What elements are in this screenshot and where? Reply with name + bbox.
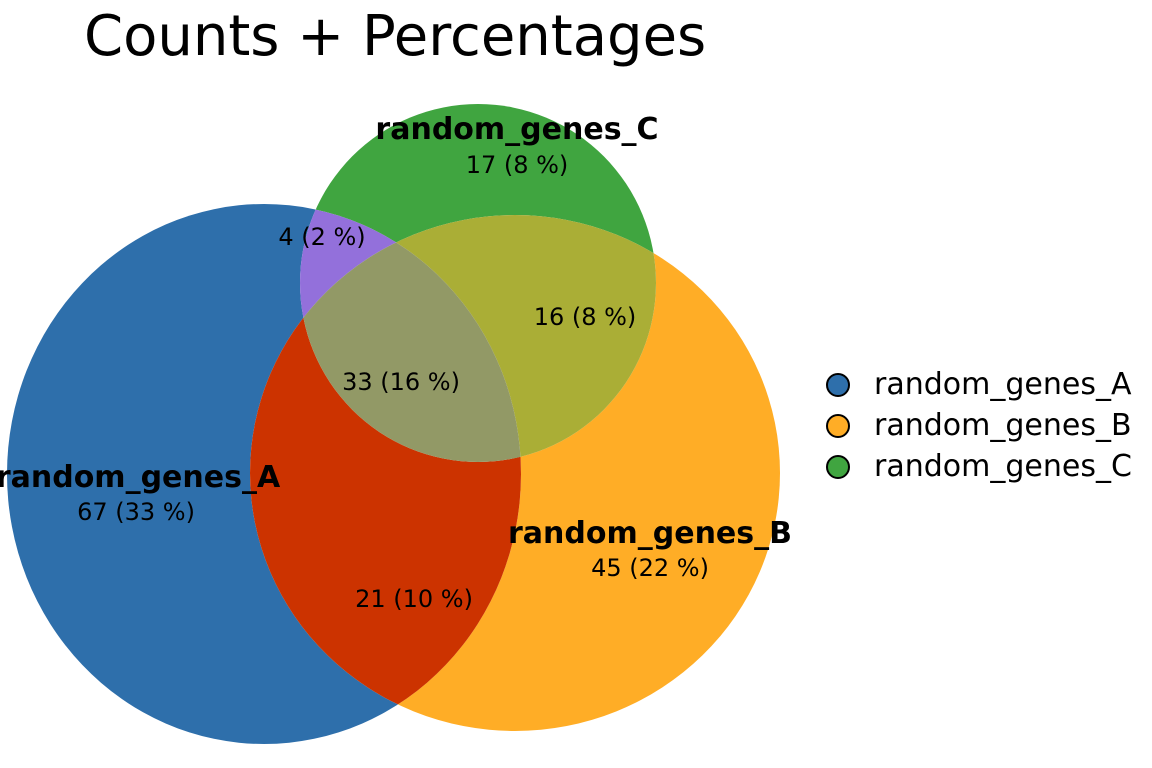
set-count-b: 45 (22 %): [591, 554, 709, 582]
label-ac: 4 (2 %): [278, 223, 365, 251]
legend-swatch-c: [826, 454, 850, 479]
legend-swatch-b: [826, 413, 850, 438]
legend-item-b: random_genes_B: [826, 405, 1132, 446]
legend-label-c: random_genes_C: [874, 449, 1132, 484]
set-count-a: 67 (33 %): [77, 498, 195, 526]
legend: random_genes_A random_genes_B random_gen…: [826, 364, 1132, 487]
set-count-c: 17 (8 %): [466, 151, 569, 179]
legend-label-b: random_genes_B: [874, 408, 1132, 443]
legend-item-c: random_genes_C: [826, 446, 1132, 487]
set-name-a: random_genes_A: [0, 460, 281, 495]
legend-swatch-a: [826, 372, 850, 397]
label-bc: 16 (8 %): [534, 303, 637, 331]
chart-title: Counts + Percentages: [84, 4, 707, 69]
legend-item-a: random_genes_A: [826, 364, 1132, 405]
set-name-b: random_genes_B: [508, 516, 792, 551]
region-abc: [300, 215, 521, 462]
label-abc: 33 (16 %): [342, 368, 460, 396]
label-ab: 21 (10 %): [355, 585, 473, 613]
legend-label-a: random_genes_A: [874, 367, 1132, 402]
set-name-c: random_genes_C: [375, 112, 658, 147]
